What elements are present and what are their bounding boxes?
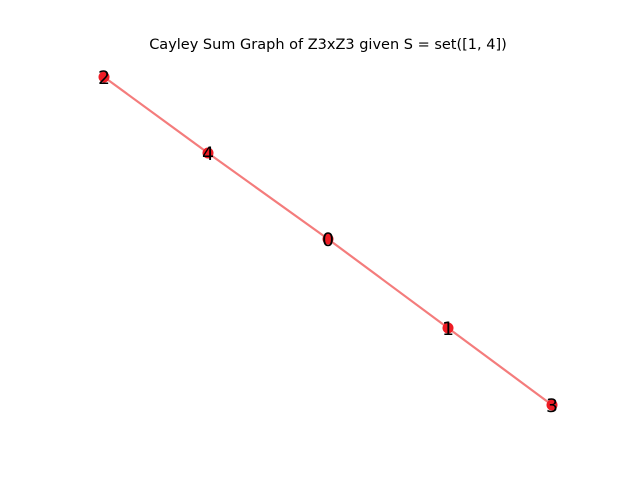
node-label-2: 2 <box>98 67 110 89</box>
node-4 <box>202 147 214 159</box>
nodes-layer <box>98 71 558 411</box>
edge-4-0 <box>207 152 329 240</box>
node-2 <box>98 71 110 83</box>
node-label-0: 0 <box>322 229 334 251</box>
node-label-3: 3 <box>546 395 558 417</box>
edge-2-4 <box>103 76 209 154</box>
node-3 <box>546 399 558 411</box>
node-label-4: 4 <box>202 143 214 165</box>
edge-1-3 <box>447 327 553 406</box>
graph-title: Cayley Sum Graph of Z3xZ3 given S = set(… <box>149 37 507 53</box>
node-1 <box>442 322 454 334</box>
edges-layer <box>103 76 553 406</box>
node-label-1: 1 <box>442 318 454 340</box>
edge-0-1 <box>327 238 449 329</box>
labels-layer: 2 4 0 1 3 <box>98 67 558 417</box>
node-0 <box>322 233 334 245</box>
